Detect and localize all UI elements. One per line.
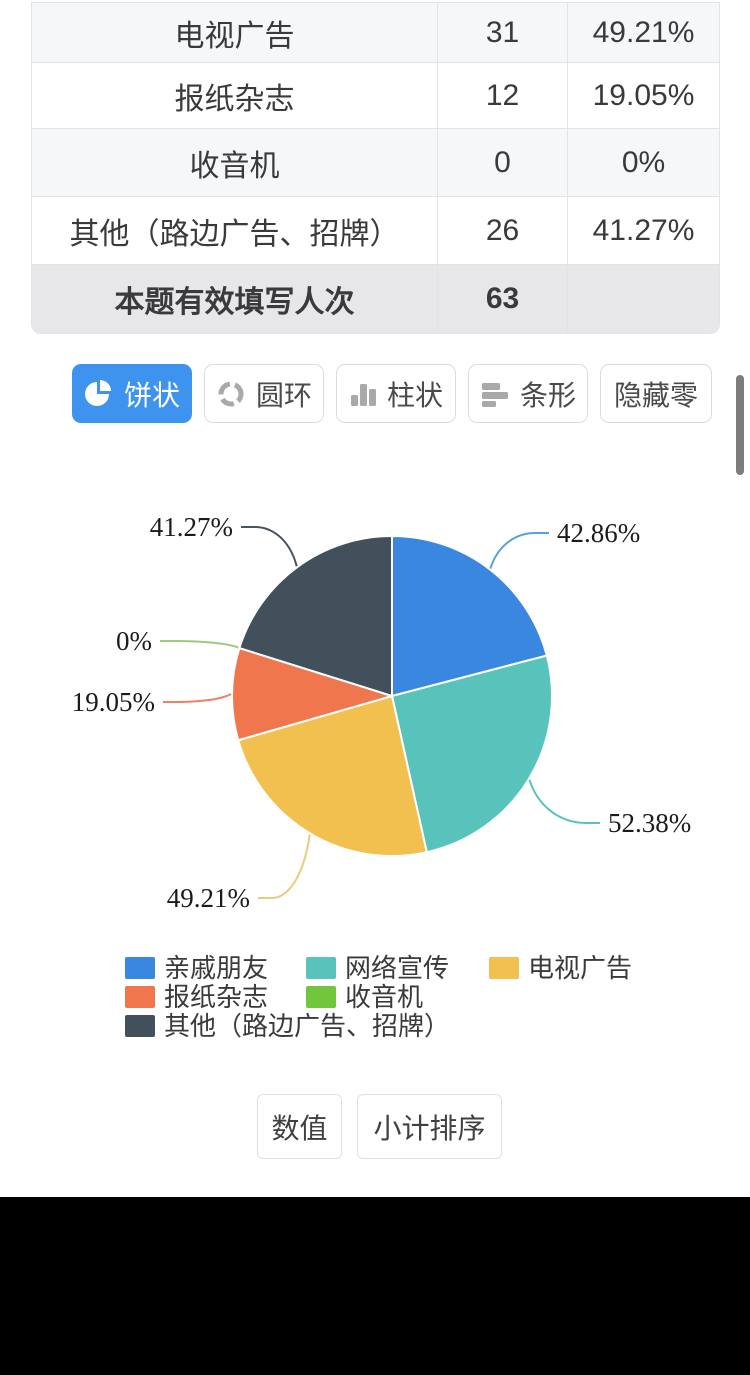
bar-icon: [480, 380, 510, 408]
hide-zero-button[interactable]: 隐藏零: [600, 364, 712, 423]
column-icon: [349, 380, 377, 408]
table-row: 报纸杂志 12 19.05%: [32, 63, 719, 129]
legend-swatch-1: [306, 957, 336, 979]
bar-chart-button[interactable]: 条形: [468, 364, 588, 423]
option-label-cell: 其他（路边广告、招牌）: [32, 197, 438, 264]
bottom-black-area: [0, 1197, 750, 1375]
show-values-button[interactable]: 数值: [257, 1094, 342, 1159]
pie-percent-label-5: 41.27%: [150, 512, 233, 542]
footer-toolbar: 数值 小计排序: [257, 1094, 502, 1159]
summary-label-cell: 本题有效填写人次: [32, 265, 438, 333]
table-summary-row: 本题有效填写人次 63: [32, 265, 719, 333]
legend-swatch-2: [489, 957, 519, 979]
option-label-cell: 收音机: [32, 129, 438, 196]
legend-item-4[interactable]: 收音机: [306, 982, 424, 1012]
pie-leader-line-1: [528, 779, 600, 824]
donut-icon: [216, 379, 246, 409]
option-label-cell: 电视广告: [32, 3, 438, 62]
table-row: 收音机 0 0%: [32, 129, 719, 197]
legend-label-5: 其他（路边广告、招牌）: [164, 1011, 451, 1041]
pie-leader-line-4: [160, 640, 239, 649]
pie-slice-0[interactable]: [391, 535, 548, 697]
option-label-cell: 报纸杂志: [32, 63, 438, 128]
legend-label-1: 网络宣传: [345, 953, 450, 983]
chart-type-label: 隐藏零: [613, 379, 698, 411]
legend-label-0: 亲戚朋友: [164, 953, 269, 983]
table-row: 其他（路边广告、招牌） 26 41.27%: [32, 197, 719, 265]
pie-slice-3[interactable]: [231, 647, 393, 742]
option-count-cell: 12: [438, 63, 568, 128]
legend-swatch-3: [125, 986, 155, 1008]
pie-slice-1[interactable]: [391, 654, 553, 854]
pie-slice-5[interactable]: [238, 535, 393, 697]
column-chart-button[interactable]: 柱状: [336, 364, 456, 423]
pie-percent-label-2: 49.21%: [167, 883, 250, 913]
pie-leader-line-2: [258, 834, 311, 899]
summary-percent-cell: [568, 265, 719, 333]
option-count-cell: 0: [438, 129, 568, 196]
option-count-cell: 26: [438, 197, 568, 264]
legend-item-5[interactable]: 其他（路边广告、招牌）: [125, 1011, 451, 1041]
pie-icon: [84, 379, 114, 409]
table-row: 电视广告 31 49.21%: [32, 3, 719, 63]
legend-label-3: 报纸杂志: [164, 982, 269, 1012]
option-percent-cell: 0%: [621, 145, 666, 179]
legend-swatch-0: [125, 957, 155, 979]
summary-count-cell: 63: [438, 265, 568, 333]
pie-percent-label-4: 0%: [116, 626, 152, 656]
pie-slice-2[interactable]: [237, 695, 428, 857]
option-count-cell: 31: [438, 3, 568, 62]
pie-percent-label-3: 19.05%: [72, 687, 155, 717]
legend-label-2: 电视广告: [528, 953, 633, 983]
pie-leader-line-0: [489, 532, 549, 569]
legend-swatch-4: [306, 986, 336, 1008]
scrollbar-thumb[interactable]: [736, 375, 744, 475]
pie-percent-label-1: 52.38%: [608, 808, 691, 838]
legend-item-3[interactable]: 报纸杂志: [125, 982, 269, 1012]
option-percent-cell: 49.21%: [592, 15, 695, 49]
pie-percent-label-0: 42.86%: [557, 518, 640, 548]
donut-chart-button[interactable]: 圆环: [204, 364, 324, 423]
chart-type-toolbar: 饼状 圆环 柱状: [72, 364, 712, 423]
pie-chart: 42.86% 52.38% 49.21% 19.05% 0% 41.27%: [72, 512, 692, 913]
legend-swatch-5: [125, 1015, 155, 1037]
pie-leader-line-3: [163, 693, 232, 703]
option-percent-cell: 19.05%: [592, 78, 695, 112]
option-percent-cell: 41.27%: [592, 213, 695, 247]
chart-type-label: 圆环: [255, 379, 312, 411]
chart-type-label: 饼状: [123, 379, 180, 411]
legend-item-1[interactable]: 网络宣传: [306, 953, 450, 983]
chart-type-label: 柱状: [386, 379, 443, 411]
pie-chart-button[interactable]: 饼状: [72, 364, 192, 423]
chart-type-label: 条形: [519, 379, 576, 411]
subtotal-sort-button[interactable]: 小计排序: [357, 1094, 502, 1159]
option-stats-table: 电视广告 31 49.21% 报纸杂志 12 19.05% 收音机 0 0% 其…: [31, 2, 720, 334]
legend-item-2[interactable]: 电视广告: [489, 953, 633, 983]
legend-label-4: 收音机: [345, 982, 424, 1012]
legend-item-0[interactable]: 亲戚朋友: [125, 953, 269, 983]
pie-leader-line-5: [241, 526, 298, 567]
